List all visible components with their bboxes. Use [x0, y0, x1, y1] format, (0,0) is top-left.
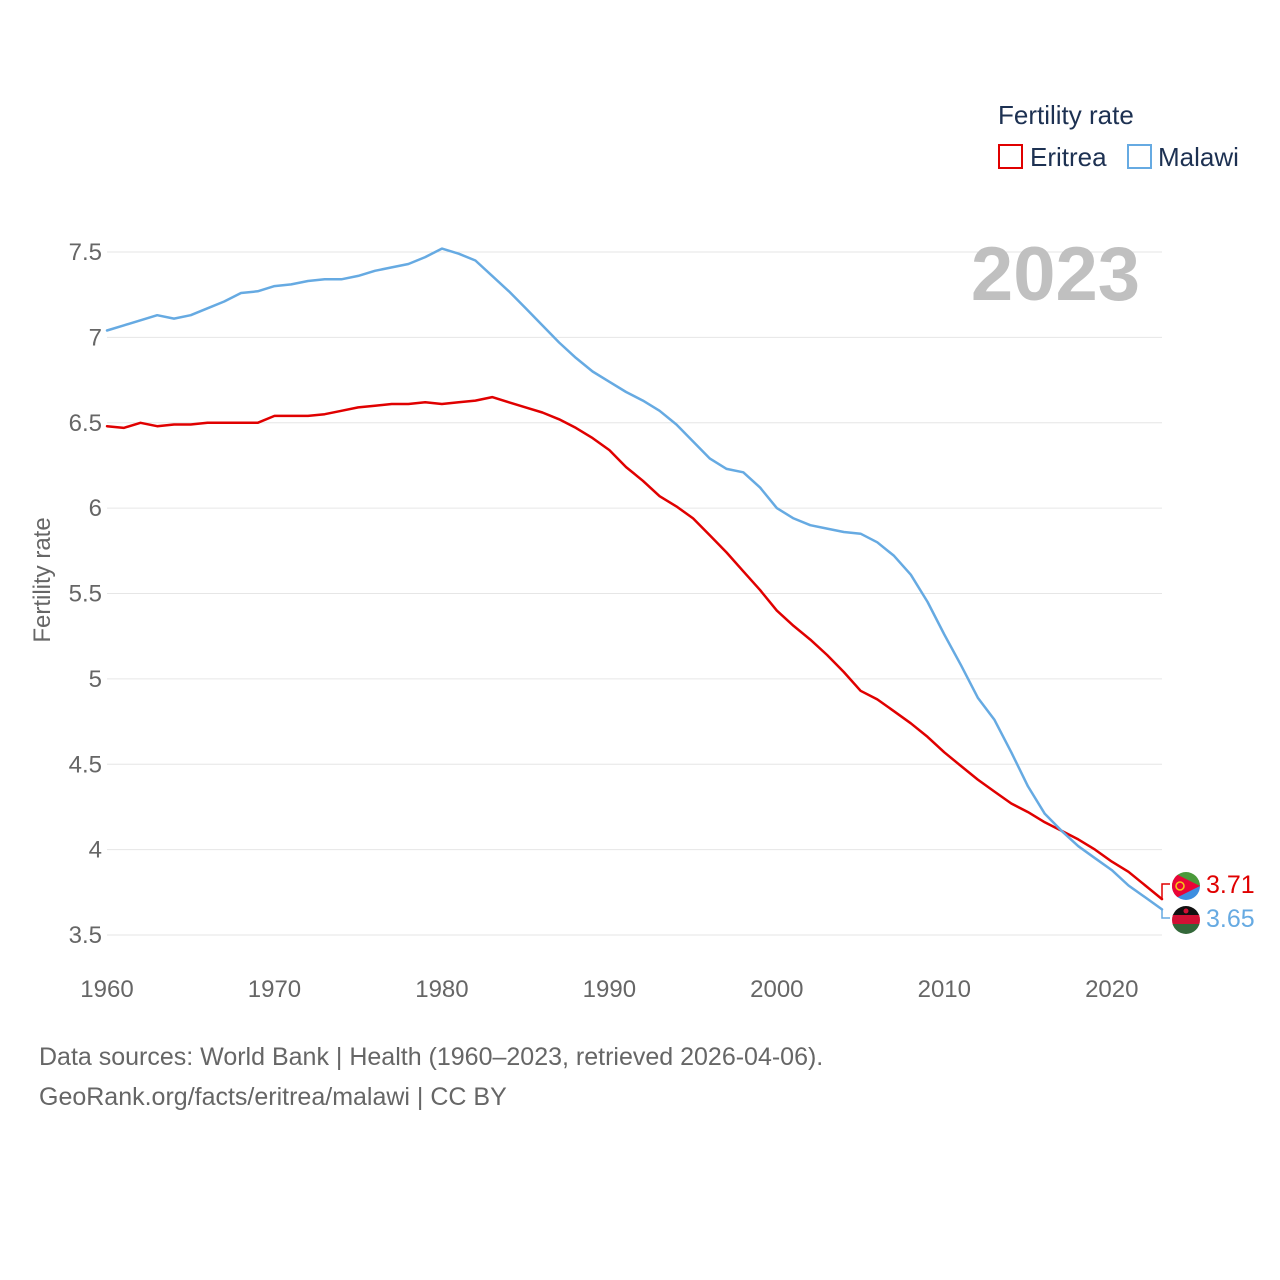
y-tick-label: 4.5: [69, 751, 102, 778]
legend-swatch-eritrea: [998, 144, 1023, 169]
y-axis-title: Fertility rate: [29, 517, 56, 642]
footer-sources: Data sources: World Bank | Health (1960–…: [39, 1043, 824, 1071]
y-axis-tick-labels: 3.5 4 4.5 5 5.5 6 6.5 7 7.5: [69, 239, 102, 949]
x-tick-label: 1990: [583, 976, 636, 1003]
grid-lines: [107, 251, 1162, 936]
y-tick-label: 3.5: [69, 922, 102, 949]
y-tick-label: 6.5: [69, 410, 102, 437]
y-tick-label: 5: [89, 666, 102, 693]
footer-link[interactable]: GeoRank.org/facts/eritrea/malawi | CC BY: [39, 1083, 507, 1111]
x-axis-tick-labels: 1960 1970 1980 1990 2000 2010 2020: [80, 976, 1138, 1003]
y-tick-label: 4: [89, 837, 102, 864]
end-labels: 3.71 3.65: [1161, 871, 1255, 933]
x-tick-label: 2000: [750, 976, 803, 1003]
eritrea-flag-icon: [1172, 872, 1200, 900]
series-line-eritrea[interactable]: [105, 395, 1164, 901]
malawi-flag-icon: [1172, 906, 1200, 934]
legend-item-eritrea[interactable]: Eritrea: [998, 142, 1107, 172]
legend: Fertility rate Eritrea Malawi: [998, 100, 1239, 172]
y-tick-label: 7.5: [69, 239, 102, 266]
end-value-label-malawi: 3.65: [1206, 905, 1255, 933]
end-value-label-eritrea: 3.71: [1206, 871, 1255, 899]
end-connector-malawi: [1161, 909, 1170, 919]
y-tick-label: 5.5: [69, 581, 102, 608]
legend-label-malawi: Malawi: [1158, 142, 1239, 172]
end-connector-eritrea: [1161, 883, 1170, 900]
x-tick-label: 2010: [918, 976, 971, 1003]
x-tick-label: 1980: [415, 976, 468, 1003]
y-tick-label: 6: [89, 495, 102, 522]
legend-item-malawi[interactable]: Malawi: [1127, 142, 1239, 172]
series-line-malawi[interactable]: [105, 247, 1164, 911]
legend-swatch-malawi: [1127, 144, 1152, 169]
legend-title: Fertility rate: [998, 100, 1134, 130]
legend-label-eritrea: Eritrea: [1030, 142, 1107, 172]
series-lines: [105, 247, 1164, 911]
year-label: 2023: [971, 232, 1140, 317]
y-tick-label: 7: [89, 324, 102, 351]
x-tick-label: 2020: [1085, 976, 1138, 1003]
x-tick-label: 1960: [80, 976, 133, 1003]
x-tick-label: 1970: [248, 976, 301, 1003]
fertility-rate-chart: 3.5 4 4.5 5 5.5 6 6.5 7 7.5 1960 1970 1980 1990 2000…: [29, 100, 1255, 1003]
